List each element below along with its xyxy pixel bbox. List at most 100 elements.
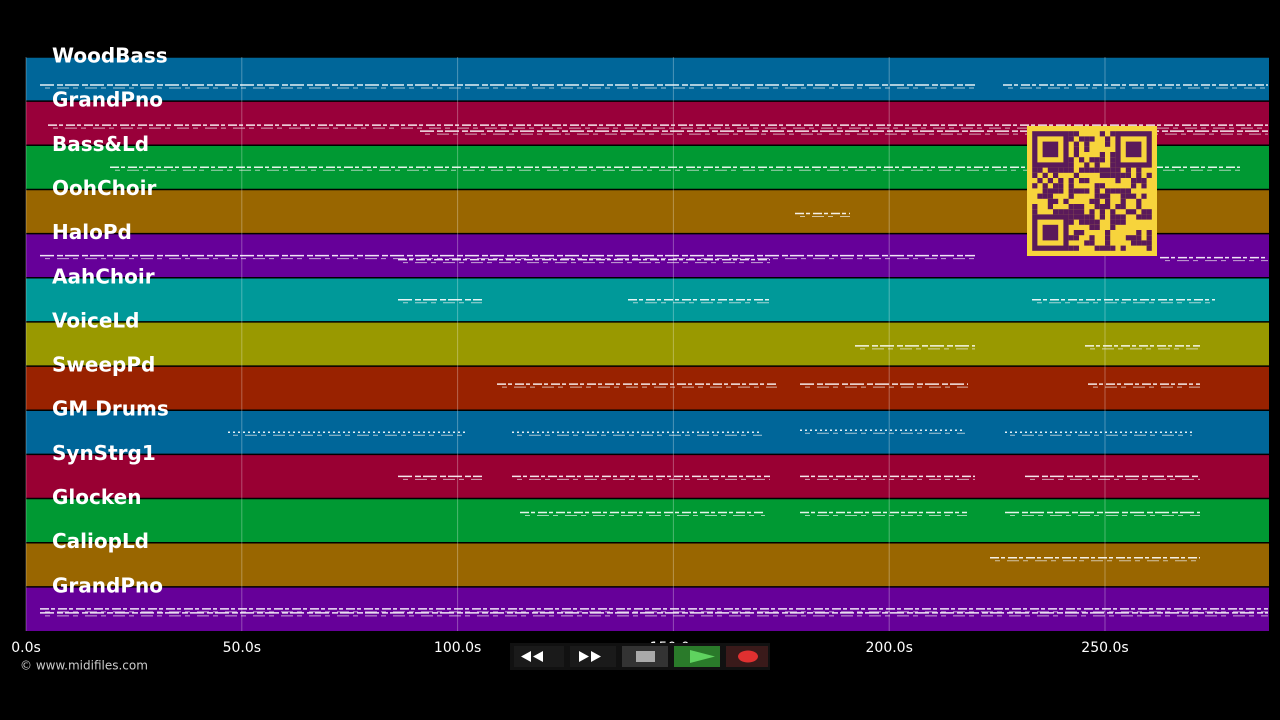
qr-module [1094,219,1100,225]
qr-module [1131,193,1137,199]
qr-module [1105,235,1111,241]
qr-module [1099,204,1105,210]
qr-module [1073,188,1079,194]
qr-module [1094,167,1100,173]
qr-module [1047,198,1053,204]
track-band [26,366,1269,411]
qr-module [1136,235,1142,241]
record-button[interactable] [726,646,768,667]
qr-module [1073,141,1079,147]
qr-module [1136,172,1142,178]
qr-module [1089,214,1095,220]
qr-module [1084,136,1090,142]
qr-module [1089,235,1095,241]
qr-module [1079,209,1085,215]
rewind-button[interactable] [514,646,564,667]
transport-controls [510,643,770,670]
qr-module [1131,209,1137,215]
qr-module [1084,141,1090,147]
qr-module [1047,178,1053,184]
track-name: HaloPd [52,220,132,244]
qr-module [1073,214,1079,220]
qr-module [1099,152,1105,158]
qr-module [1089,219,1095,225]
qr-module [1073,209,1079,215]
qr-module [1136,167,1142,173]
qr-module [1120,188,1126,194]
qr-module [1105,188,1111,194]
qr-module [1105,172,1111,178]
qr-module [1125,172,1131,178]
qr-module [1105,198,1111,204]
qr-module [1120,219,1126,225]
qr-module [1094,157,1100,163]
qr-module [1058,167,1064,173]
qr-module [1099,167,1105,173]
qr-module [1136,240,1142,246]
qr-module [1073,245,1079,251]
qr-module [1131,183,1137,189]
qr-module [1084,146,1090,152]
qr-module [1042,193,1048,199]
track-name: OohChoir [52,176,156,200]
qr-module [1079,230,1085,236]
qr-module [1084,188,1090,194]
time-tick-label: 100.0s [434,640,481,656]
qr-module [1131,240,1137,246]
qr-module [1089,224,1095,230]
qr-module [1032,172,1038,178]
qr-module [1099,131,1105,137]
qr-module [1094,193,1100,199]
qr-module [1136,198,1142,204]
qr-module [1110,224,1116,230]
qr-module [1099,183,1105,189]
qr-module [1079,214,1085,220]
qr-module [1047,188,1053,194]
qr-module [1084,240,1090,246]
track-band [26,57,1269,102]
qr-module [1120,172,1126,178]
qr-module [1125,167,1131,173]
qr-module [1053,167,1059,173]
qr-module [1120,204,1126,210]
qr-module [1110,157,1116,163]
qr-module [1141,240,1147,246]
qr-module [1073,204,1079,210]
qr-module [1079,167,1085,173]
qr-module [1068,209,1074,215]
qr-module [1073,146,1079,152]
qr-module [1099,193,1105,199]
qr-module [1032,167,1038,173]
qr-finder [1125,141,1142,158]
qr-module [1110,131,1116,137]
qr-module [1037,178,1043,184]
qr-module [1068,131,1074,137]
qr-module [1136,204,1142,210]
qr-module [1115,178,1121,184]
qr-module [1094,204,1100,210]
qr-module [1141,209,1147,215]
qr-module [1053,209,1059,215]
qr-module [1120,198,1126,204]
qr-module [1084,167,1090,173]
qr-module [1136,178,1142,184]
qr-module [1068,178,1074,184]
qr-module [1105,193,1111,199]
track-name: CaliopLd [52,529,149,553]
qr-module [1099,172,1105,178]
qr-module [1099,157,1105,163]
qr-module [1089,136,1095,142]
qr-module [1079,157,1085,163]
play-button[interactable] [674,646,720,667]
qr-module [1099,209,1105,215]
qr-module [1141,178,1147,184]
qr-module [1068,235,1074,241]
qr-module [1042,188,1048,194]
track-name: Bass&Ld [52,132,149,156]
stop-button[interactable] [622,646,668,667]
qr-module [1068,204,1074,210]
fast-forward-button[interactable] [570,646,616,667]
qr-module [1063,209,1069,215]
qr-module [1120,245,1126,251]
qr-module [1094,183,1100,189]
